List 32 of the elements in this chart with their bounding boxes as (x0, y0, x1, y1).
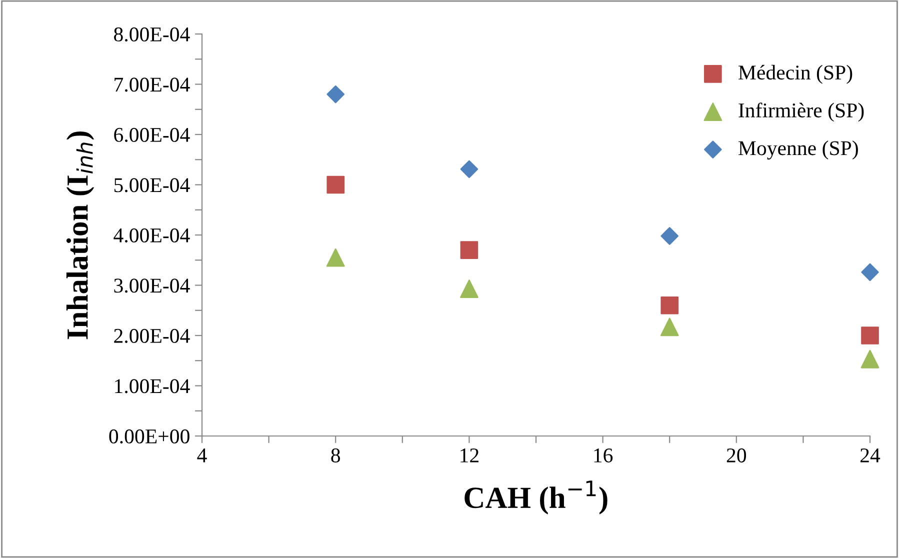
x-tick-label: 12 (460, 448, 478, 462)
x-tick-label: 16 (594, 448, 613, 462)
point (861, 263, 879, 282)
x-tick-label: 4 (197, 448, 207, 462)
y-tick-label: 6.00E-04 (114, 128, 190, 142)
x-tick-label: 24 (860, 448, 880, 462)
y-tick-label: 0.00E+00 (109, 429, 190, 444)
y-tick-label: 7.00E-04 (114, 78, 190, 92)
point (460, 280, 478, 298)
legend-label: Moyenne (SP) (738, 140, 858, 160)
y-tick-label: 2.00E-04 (114, 328, 190, 344)
y-tick-label: 3.00E-04 (114, 278, 190, 293)
point (460, 160, 478, 178)
point (326, 248, 345, 267)
point (861, 326, 879, 344)
legend-label: Infirmière (SP) (738, 102, 864, 122)
x-tick-label: 20 (726, 448, 746, 462)
y-tick-label: 5.00E-04 (114, 178, 190, 192)
point (660, 227, 679, 245)
point (460, 241, 478, 259)
x-axis-title: CAH (h$^{−1}$) (464, 480, 608, 514)
y-tick-label: 8.00E-04 (114, 27, 190, 42)
point (660, 296, 679, 314)
y-tick-label: 4.00E-04 (114, 228, 190, 243)
point (326, 85, 345, 104)
legend-label: Médecin (SP) (738, 64, 852, 84)
point (660, 318, 679, 336)
point (860, 350, 880, 368)
point (326, 176, 345, 194)
x-tick-label: 8 (331, 448, 340, 462)
y-tick-label: 1.00E-04 (115, 379, 190, 394)
y-axis-title: Inhalation (I$_{inh}$) (66, 132, 94, 340)
